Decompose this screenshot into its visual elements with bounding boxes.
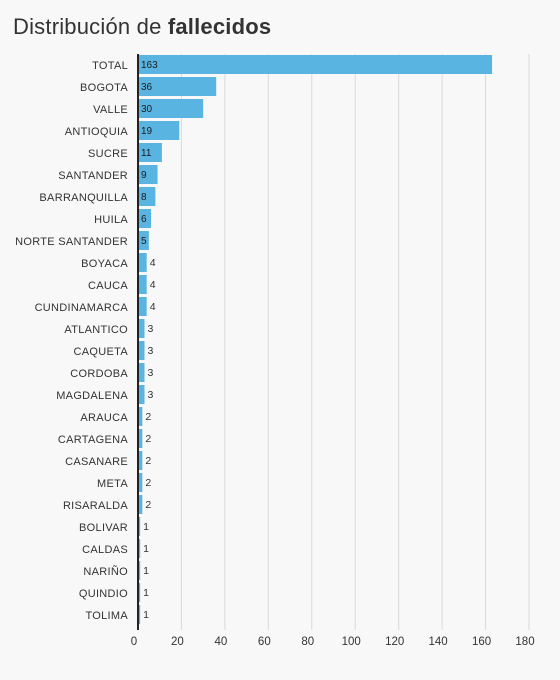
value-label: 3 (148, 345, 154, 357)
x-tick-label: 160 (472, 636, 491, 648)
category-label: SANTANDER (58, 170, 128, 182)
value-label: 2 (145, 411, 151, 423)
x-tick-label: 60 (258, 636, 271, 648)
category-label: CALDAS (82, 544, 128, 556)
bar (138, 319, 145, 338)
gridlines (180, 54, 530, 630)
bars (138, 55, 493, 624)
bar (138, 231, 149, 250)
category-label: ATLANTICO (64, 324, 128, 336)
category-label: SUCRE (88, 148, 128, 160)
bar (138, 297, 147, 316)
value-label: 36 (141, 82, 153, 93)
value-label: 4 (150, 301, 156, 313)
value-label: 3 (148, 367, 154, 379)
x-tick-labels: 0 20 40 60 80 100 120 140 160 180 (131, 636, 535, 648)
category-label: CUNDINAMARCA (35, 302, 129, 314)
category-label: BOLIVAR (79, 522, 128, 534)
value-label: 9 (141, 170, 147, 181)
bar (138, 275, 147, 294)
bar (138, 583, 141, 602)
x-tick-label: 140 (429, 636, 448, 648)
value-label: 2 (145, 455, 151, 467)
bar (138, 605, 141, 624)
bar (138, 429, 143, 448)
bar (138, 209, 152, 228)
category-label: ANTIOQUIA (65, 126, 129, 138)
bar (138, 143, 162, 162)
category-label: BOGOTA (80, 82, 128, 94)
bar (138, 99, 204, 118)
category-label: MAGDALENA (56, 390, 128, 402)
chart-title-bold: fallecidos (167, 14, 272, 39)
bar (138, 165, 158, 184)
category-label: BOYACA (81, 258, 128, 270)
x-tick-label: 40 (214, 636, 227, 648)
chart-title: Distribución de fallecidos (13, 14, 271, 40)
value-label: 3 (148, 389, 154, 401)
bar (138, 407, 143, 426)
category-label: BARRANQUILLA (39, 192, 128, 204)
bar (138, 121, 180, 140)
category-label: RISARALDA (63, 500, 128, 512)
value-label: 5 (141, 236, 147, 247)
x-tick-label: 20 (171, 636, 184, 648)
category-label: TOLIMA (85, 610, 128, 622)
x-tick-label: 120 (385, 636, 404, 648)
category-label: VALLE (93, 104, 128, 116)
category-label: META (97, 478, 128, 490)
x-tick-label: 180 (515, 636, 534, 648)
category-label: HUILA (94, 214, 128, 226)
category-labels: TOTAL BOGOTA VALLE ANTIOQUIA SUCRE SANTANDER B… (15, 60, 128, 622)
value-label: 8 (141, 192, 147, 203)
value-label: 4 (150, 257, 156, 269)
x-tick-label: 80 (301, 636, 314, 648)
category-label: CAUCA (88, 280, 128, 292)
value-label: 1 (143, 587, 149, 599)
bar (138, 385, 145, 404)
bar (138, 539, 141, 558)
bar (138, 517, 141, 536)
bar (138, 253, 147, 272)
category-label: NARIÑO (83, 565, 128, 578)
category-label: CASANARE (65, 456, 128, 468)
value-label: 1 (143, 565, 149, 577)
bar (138, 495, 143, 514)
value-label: 2 (145, 499, 151, 511)
value-label: 4 (150, 279, 156, 291)
bar (138, 55, 493, 74)
value-label: 2 (145, 433, 151, 445)
value-label: 11 (141, 148, 152, 159)
bar (138, 473, 143, 492)
bar (138, 561, 141, 580)
value-label: 1 (143, 609, 149, 621)
category-label: QUINDIO (79, 588, 128, 600)
bar (138, 341, 145, 360)
bar (138, 77, 217, 96)
value-label: 2 (145, 477, 151, 489)
x-tick-label: 0 (131, 636, 137, 648)
x-tick-label: 100 (342, 636, 361, 648)
chart-title-regular: Distribución de (13, 14, 162, 39)
value-label: 1 (143, 521, 149, 533)
value-label: 3 (148, 323, 154, 335)
value-label: 163 (141, 60, 158, 71)
category-label: NORTE SANTANDER (15, 236, 128, 248)
category-label: ARAUCA (80, 412, 128, 424)
value-label: 1 (143, 543, 149, 555)
bar (138, 363, 145, 382)
category-label: CAQUETA (74, 346, 129, 358)
bar (138, 187, 156, 206)
value-label: 19 (141, 126, 153, 137)
category-label: TOTAL (92, 60, 128, 72)
category-label: CORDOBA (70, 368, 128, 380)
value-label: 30 (141, 104, 153, 115)
value-label: 6 (141, 214, 147, 225)
bar (138, 451, 143, 470)
category-label: CARTAGENA (58, 434, 129, 446)
